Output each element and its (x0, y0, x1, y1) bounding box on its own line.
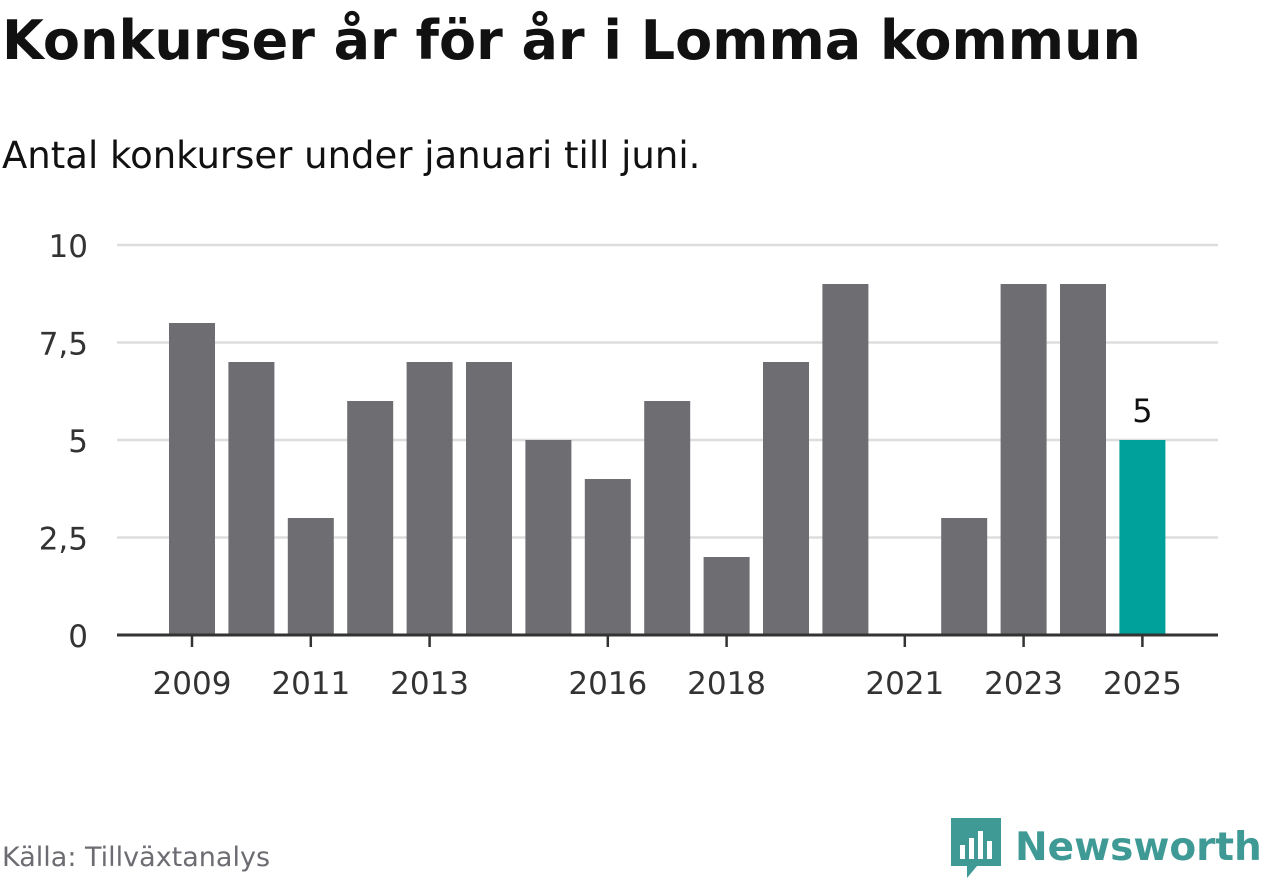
y-tick-label: 7,5 (39, 327, 88, 363)
x-tick-label: 2009 (153, 666, 232, 702)
newsworthy-logo-text: Newsworthy (1015, 825, 1262, 870)
y-tick-label: 5 (68, 424, 88, 460)
bar (169, 323, 215, 635)
bar (584, 479, 631, 635)
bar (644, 401, 691, 635)
bar (941, 518, 988, 635)
y-tick-label: 0 (68, 619, 88, 655)
bar (1000, 284, 1047, 635)
newsworthy-logo[interactable]: Newsworthy (951, 818, 1262, 878)
newsworthy-logo-icon (951, 818, 1001, 878)
bar (703, 557, 750, 635)
bar-value-label: 5 (1132, 392, 1152, 430)
bar (228, 362, 275, 635)
bar (763, 362, 809, 635)
x-tick-label: 2025 (1103, 666, 1182, 702)
chart-title: Konkurser år för år i Lomma kommun (2, 9, 1141, 72)
chart-subtitle: Antal konkurser under januari till juni. (2, 134, 701, 177)
x-tick-label: 2018 (687, 666, 766, 702)
x-tick-label: 2011 (271, 666, 350, 702)
bar-highlight (1119, 440, 1166, 635)
bar (525, 440, 572, 635)
bar (287, 518, 334, 635)
x-tick-label: 2021 (865, 666, 944, 702)
bar (466, 362, 512, 635)
y-tick-label: 10 (49, 229, 88, 265)
y-tick-label: 2,5 (39, 522, 88, 558)
bar (406, 362, 453, 635)
x-tick-label: 2013 (390, 666, 469, 702)
x-tick-label: 2016 (568, 666, 647, 702)
bar (822, 284, 869, 635)
bar (1060, 284, 1106, 635)
bar (347, 401, 394, 635)
x-tick-label: 2023 (984, 666, 1063, 702)
source-note: Källa: Tillväxtanalys (2, 842, 271, 873)
